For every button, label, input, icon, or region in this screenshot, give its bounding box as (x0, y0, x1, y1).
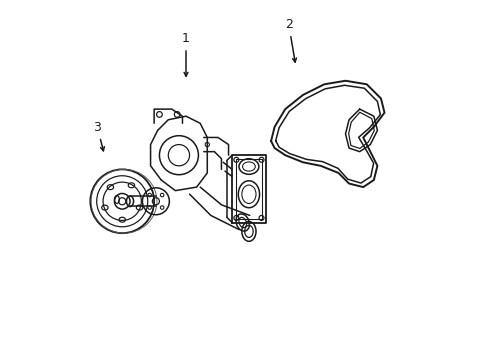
Text: 2: 2 (285, 18, 296, 62)
Text: 1: 1 (182, 32, 189, 76)
Text: 3: 3 (93, 121, 104, 151)
